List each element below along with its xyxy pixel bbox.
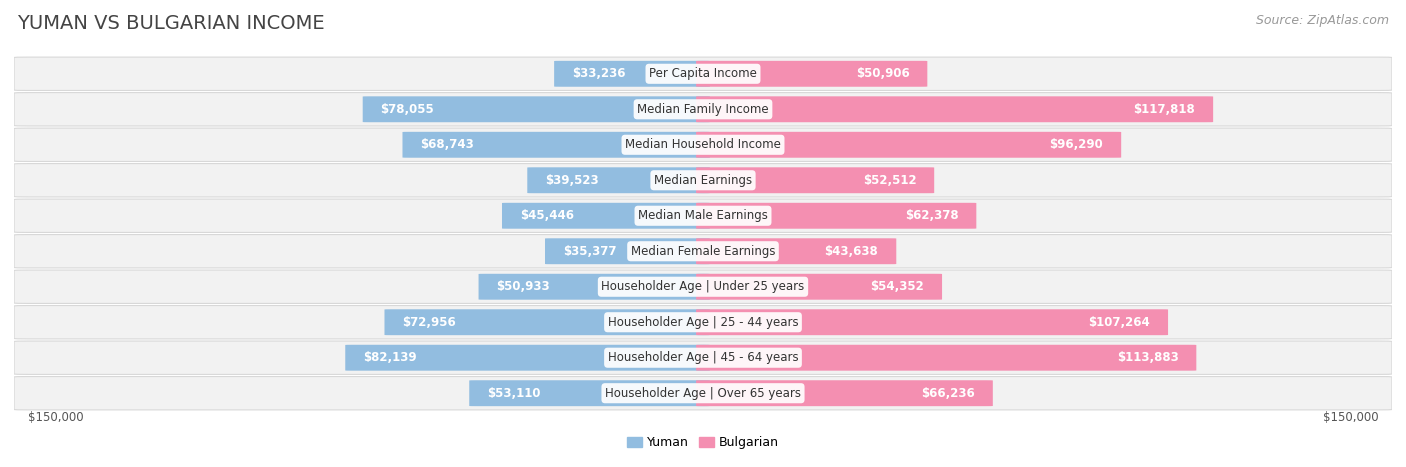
Text: $107,264: $107,264 bbox=[1088, 316, 1150, 329]
Text: $78,055: $78,055 bbox=[381, 103, 434, 116]
Text: Householder Age | Under 25 years: Householder Age | Under 25 years bbox=[602, 280, 804, 293]
FancyBboxPatch shape bbox=[14, 305, 1392, 339]
Text: $117,818: $117,818 bbox=[1133, 103, 1195, 116]
Text: $113,883: $113,883 bbox=[1116, 351, 1178, 364]
FancyBboxPatch shape bbox=[14, 234, 1392, 268]
FancyBboxPatch shape bbox=[696, 132, 1121, 158]
Text: Source: ZipAtlas.com: Source: ZipAtlas.com bbox=[1256, 14, 1389, 27]
FancyBboxPatch shape bbox=[696, 61, 928, 87]
FancyBboxPatch shape bbox=[696, 309, 1168, 335]
Text: $96,290: $96,290 bbox=[1049, 138, 1104, 151]
Text: $68,743: $68,743 bbox=[420, 138, 474, 151]
FancyBboxPatch shape bbox=[554, 61, 710, 87]
Text: $35,377: $35,377 bbox=[562, 245, 616, 258]
FancyBboxPatch shape bbox=[502, 203, 710, 229]
FancyBboxPatch shape bbox=[14, 163, 1392, 197]
FancyBboxPatch shape bbox=[14, 92, 1392, 126]
Text: $66,236: $66,236 bbox=[921, 387, 974, 400]
Text: $43,638: $43,638 bbox=[825, 245, 879, 258]
Text: Householder Age | 25 - 44 years: Householder Age | 25 - 44 years bbox=[607, 316, 799, 329]
FancyBboxPatch shape bbox=[14, 128, 1392, 162]
FancyBboxPatch shape bbox=[384, 309, 710, 335]
FancyBboxPatch shape bbox=[696, 380, 993, 406]
FancyBboxPatch shape bbox=[402, 132, 710, 158]
FancyBboxPatch shape bbox=[14, 57, 1392, 91]
FancyBboxPatch shape bbox=[696, 274, 942, 300]
Text: $50,906: $50,906 bbox=[856, 67, 910, 80]
Text: $150,000: $150,000 bbox=[1323, 411, 1378, 424]
Text: Householder Age | Over 65 years: Householder Age | Over 65 years bbox=[605, 387, 801, 400]
Text: $62,378: $62,378 bbox=[905, 209, 959, 222]
Text: Householder Age | 45 - 64 years: Householder Age | 45 - 64 years bbox=[607, 351, 799, 364]
Text: Median Family Income: Median Family Income bbox=[637, 103, 769, 116]
FancyBboxPatch shape bbox=[14, 199, 1392, 233]
FancyBboxPatch shape bbox=[546, 238, 710, 264]
Text: YUMAN VS BULGARIAN INCOME: YUMAN VS BULGARIAN INCOME bbox=[17, 14, 325, 33]
FancyBboxPatch shape bbox=[14, 341, 1392, 375]
FancyBboxPatch shape bbox=[696, 203, 976, 229]
Text: $82,139: $82,139 bbox=[363, 351, 416, 364]
FancyBboxPatch shape bbox=[527, 167, 710, 193]
FancyBboxPatch shape bbox=[470, 380, 710, 406]
Text: Per Capita Income: Per Capita Income bbox=[650, 67, 756, 80]
Text: Median Female Earnings: Median Female Earnings bbox=[631, 245, 775, 258]
FancyBboxPatch shape bbox=[14, 376, 1392, 410]
Text: $52,512: $52,512 bbox=[863, 174, 917, 187]
Text: $39,523: $39,523 bbox=[546, 174, 599, 187]
FancyBboxPatch shape bbox=[696, 238, 896, 264]
Text: $53,110: $53,110 bbox=[486, 387, 541, 400]
Text: $54,352: $54,352 bbox=[870, 280, 924, 293]
FancyBboxPatch shape bbox=[696, 96, 1213, 122]
FancyBboxPatch shape bbox=[696, 345, 1197, 371]
Text: $45,446: $45,446 bbox=[520, 209, 574, 222]
Text: Median Male Earnings: Median Male Earnings bbox=[638, 209, 768, 222]
Legend: Yuman, Bulgarian: Yuman, Bulgarian bbox=[621, 432, 785, 454]
FancyBboxPatch shape bbox=[696, 167, 934, 193]
Text: $150,000: $150,000 bbox=[28, 411, 83, 424]
Text: Median Earnings: Median Earnings bbox=[654, 174, 752, 187]
Text: Median Household Income: Median Household Income bbox=[626, 138, 780, 151]
FancyBboxPatch shape bbox=[346, 345, 710, 371]
FancyBboxPatch shape bbox=[363, 96, 710, 122]
FancyBboxPatch shape bbox=[14, 270, 1392, 304]
Text: $72,956: $72,956 bbox=[402, 316, 456, 329]
Text: $33,236: $33,236 bbox=[572, 67, 626, 80]
FancyBboxPatch shape bbox=[478, 274, 710, 300]
Text: $50,933: $50,933 bbox=[496, 280, 550, 293]
